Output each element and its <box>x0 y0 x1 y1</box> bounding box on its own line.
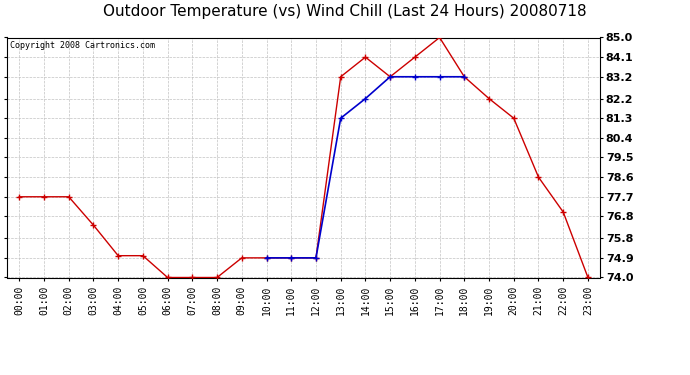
Text: Outdoor Temperature (vs) Wind Chill (Last 24 Hours) 20080718: Outdoor Temperature (vs) Wind Chill (Las… <box>104 4 586 19</box>
Text: Copyright 2008 Cartronics.com: Copyright 2008 Cartronics.com <box>10 41 155 50</box>
